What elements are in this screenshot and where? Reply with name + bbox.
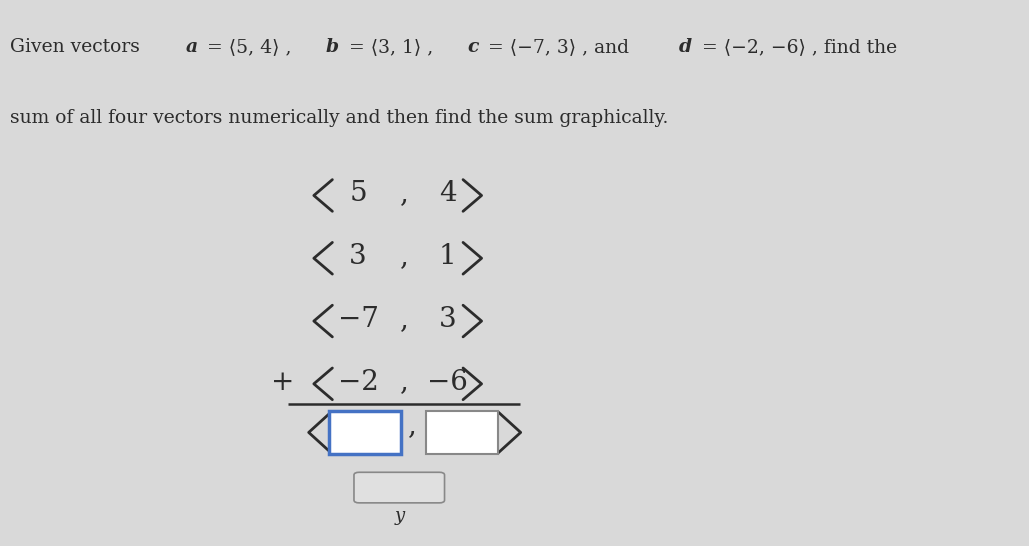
Text: check: check [379, 480, 420, 495]
Text: ,: , [407, 412, 417, 438]
Text: 4: 4 [438, 180, 457, 207]
Text: = ⟨3, 1⟩ ,: = ⟨3, 1⟩ , [343, 38, 439, 56]
Text: +: + [272, 369, 294, 395]
FancyBboxPatch shape [426, 411, 498, 454]
Text: = ⟨−7, 3⟩ , and: = ⟨−7, 3⟩ , and [482, 38, 635, 56]
Text: b: b [326, 38, 339, 56]
Text: 3: 3 [349, 243, 367, 270]
Text: 5: 5 [349, 180, 367, 207]
Text: ,: , [400, 306, 409, 333]
Text: Given vectors: Given vectors [10, 38, 146, 56]
Text: 1: 1 [438, 243, 457, 270]
Text: d: d [679, 38, 693, 56]
Text: ,: , [400, 369, 409, 395]
Text: y: y [394, 507, 404, 525]
Text: c: c [467, 38, 478, 56]
Text: = ⟨5, 4⟩ ,: = ⟨5, 4⟩ , [202, 38, 297, 56]
Text: −7: −7 [338, 306, 379, 333]
Text: −6: −6 [427, 369, 468, 395]
Text: = ⟨−2, −6⟩ , find the: = ⟨−2, −6⟩ , find the [696, 38, 897, 56]
Text: 3: 3 [438, 306, 457, 333]
Text: a: a [185, 38, 198, 56]
FancyBboxPatch shape [354, 472, 445, 503]
Text: ,: , [400, 243, 409, 270]
Text: ,: , [400, 180, 409, 207]
Text: sum of all four vectors numerically and then find the sum graphically.: sum of all four vectors numerically and … [10, 109, 669, 127]
FancyBboxPatch shape [329, 411, 401, 454]
Text: −2: −2 [338, 369, 379, 395]
